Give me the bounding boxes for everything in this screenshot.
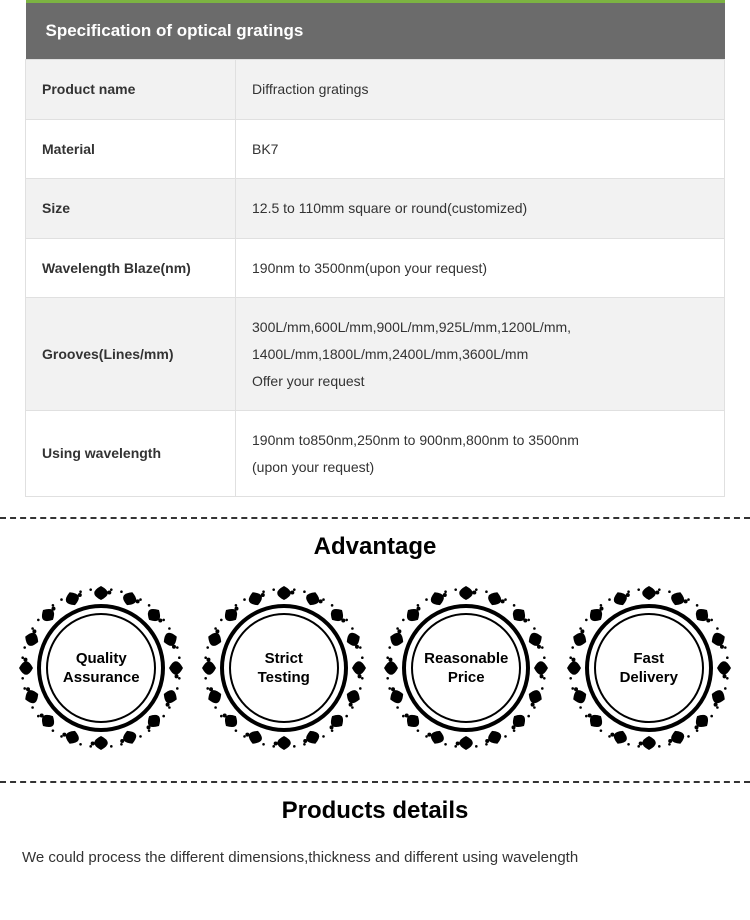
spec-row-value: BK7 (236, 119, 725, 179)
spec-row-label: Product name (26, 60, 236, 120)
spec-row: Wavelength Blaze(nm)190nm to 3500nm(upon… (26, 238, 725, 298)
advantage-badge: Quality Assurance (16, 583, 186, 753)
spec-row: Size12.5 to 110mm square or round(custom… (26, 179, 725, 239)
spec-table-body: Product nameDiffraction gratingsMaterial… (26, 60, 725, 497)
spec-row: Grooves(Lines/mm)300L/mm,600L/mm,900L/mm… (26, 298, 725, 411)
spec-row: Product nameDiffraction gratings (26, 60, 725, 120)
advantage-title: Advantage (0, 533, 750, 561)
divider (0, 517, 750, 519)
spec-row-label: Using wavelength (26, 411, 236, 497)
spec-row-value: Diffraction gratings (236, 60, 725, 120)
advantage-badge-text: Reasonable Price (424, 649, 508, 688)
advantage-badges-row: Quality Assurance Strict Testing Reasona… (0, 583, 750, 763)
spec-row-label: Material (26, 119, 236, 179)
advantage-badge-text: Quality Assurance (63, 649, 140, 688)
advantage-badge-text: Fast Delivery (620, 649, 678, 688)
specification-table: Specification of optical gratings Produc… (25, 0, 725, 497)
advantage-badge: Fast Delivery (564, 583, 734, 753)
spec-row: Using wavelength190nm to850nm,250nm to 9… (26, 411, 725, 497)
products-details-text: We could process the different dimension… (0, 847, 750, 888)
advantage-badge: Strict Testing (199, 583, 369, 753)
products-details-title: Products details (0, 797, 750, 825)
spec-row-label: Wavelength Blaze(nm) (26, 238, 236, 298)
spec-row: MaterialBK7 (26, 119, 725, 179)
spec-row-value: 12.5 to 110mm square or round(customized… (236, 179, 725, 239)
spec-row-value: 300L/mm,600L/mm,900L/mm,925L/mm,1200L/mm… (236, 298, 725, 411)
advantage-badge: Reasonable Price (381, 583, 551, 753)
divider (0, 781, 750, 783)
advantage-badge-text: Strict Testing (258, 649, 310, 688)
spec-row-value: 190nm to850nm,250nm to 900nm,800nm to 35… (236, 411, 725, 497)
spec-row-value: 190nm to 3500nm(upon your request) (236, 238, 725, 298)
spec-row-label: Size (26, 179, 236, 239)
spec-row-label: Grooves(Lines/mm) (26, 298, 236, 411)
spec-table-header: Specification of optical gratings (26, 2, 725, 60)
